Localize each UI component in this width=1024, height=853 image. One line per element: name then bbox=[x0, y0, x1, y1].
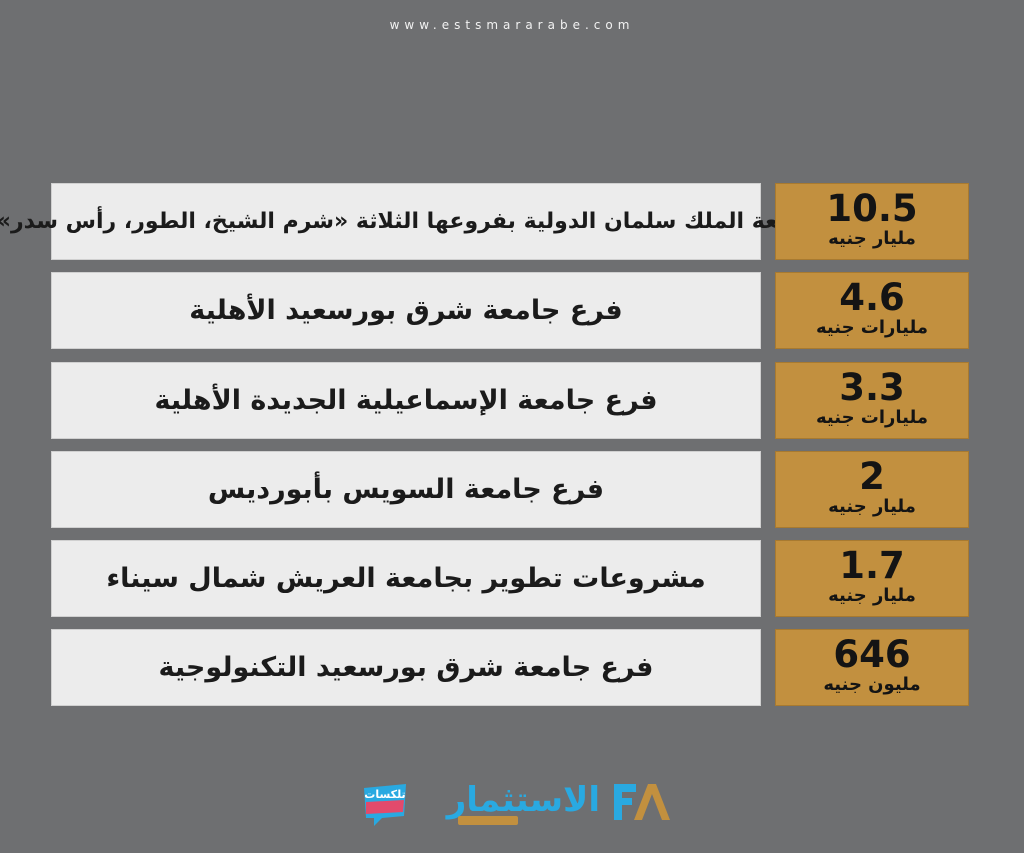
row-unit: مليار جنيه bbox=[828, 585, 916, 606]
row-value-box: 4.6 مليارات جنيه bbox=[775, 272, 969, 349]
row-unit: مليون جنيه bbox=[823, 674, 921, 695]
row-number: 3.3 bbox=[839, 366, 905, 409]
row-value-box: 2 مليار جنيه bbox=[775, 451, 969, 528]
row-1: جامعة الملك سلمان الدولية بفروعها الثلاث… bbox=[0, 183, 969, 260]
footer-logos: تلكسات الاستثمار bbox=[0, 770, 1024, 840]
row-value-box: 10.5 مليار جنيه bbox=[775, 183, 969, 260]
row-3: فرع جامعة الإسماعيلية الجديدة الأهلية 3.… bbox=[51, 362, 969, 439]
row-5: مشروعات تطوير بجامعة العريش شمال سيناء 1… bbox=[51, 540, 969, 617]
estsmar-tagline-bar bbox=[458, 816, 518, 825]
telexat-logo: تلكسات bbox=[360, 782, 410, 828]
row-unit: مليارات جنيه bbox=[815, 407, 929, 428]
row-label: فرع جامعة السويس بأبورديس bbox=[51, 451, 761, 528]
row-number: 2 bbox=[859, 455, 885, 498]
row-label: فرع جامعة شرق بورسعيد التكنولوجية bbox=[51, 629, 761, 706]
row-4: فرع جامعة السويس بأبورديس 2 مليار جنيه bbox=[51, 451, 969, 528]
row-unit: مليار جنيه bbox=[828, 496, 916, 517]
row-label: فرع جامعة شرق بورسعيد الأهلية bbox=[51, 272, 761, 349]
row-number: 1.7 bbox=[839, 544, 905, 587]
row-unit: مليارات جنيه bbox=[815, 317, 929, 338]
telexat-logo-text: تلكسات bbox=[364, 788, 406, 801]
telexat-logo-icon bbox=[364, 784, 406, 826]
row-value-box: 646 مليون جنيه bbox=[775, 629, 969, 706]
row-number: 646 bbox=[833, 633, 911, 676]
row-label: جامعة الملك سلمان الدولية بفروعها الثلاث… bbox=[0, 183, 815, 260]
row-value-box: 1.7 مليار جنيه bbox=[775, 540, 969, 617]
row-number: 10.5 bbox=[826, 187, 918, 230]
estsmar-logo: الاستثمار bbox=[430, 778, 600, 828]
row-6: فرع جامعة شرق بورسعيد التكنولوجية 646 مل… bbox=[51, 629, 969, 706]
row-number: 4.6 bbox=[839, 276, 905, 319]
estsmar-logo-text: الاستثمار bbox=[446, 780, 600, 820]
site-url: www.estsmararabe.com bbox=[389, 18, 635, 32]
fa-logo-icon bbox=[614, 784, 670, 820]
fa-logo bbox=[612, 780, 672, 824]
row-label: مشروعات تطوير بجامعة العريش شمال سيناء bbox=[51, 540, 761, 617]
row-unit: مليار جنيه bbox=[828, 228, 916, 249]
row-2: فرع جامعة شرق بورسعيد الأهلية 4.6 مليارا… bbox=[51, 272, 969, 349]
row-value-box: 3.3 مليارات جنيه bbox=[775, 362, 969, 439]
row-label: فرع جامعة الإسماعيلية الجديدة الأهلية bbox=[51, 362, 761, 439]
